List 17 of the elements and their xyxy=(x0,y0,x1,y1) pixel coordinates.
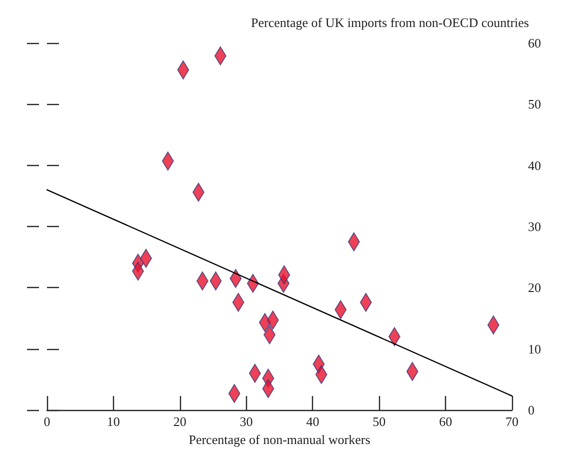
x-tick-label: 60 xyxy=(439,414,452,429)
x-tick-label: 30 xyxy=(240,414,253,429)
y-tick-label: 10 xyxy=(528,341,541,356)
x-tick-label: 20 xyxy=(173,414,186,429)
x-tick-label: 0 xyxy=(44,414,50,429)
x-tick-label: 10 xyxy=(106,414,120,429)
y-tick-label: 20 xyxy=(528,280,541,296)
y-tick-label: 0 xyxy=(528,402,534,418)
x-tick-label: 70 xyxy=(506,414,518,429)
x-tick-label: 40 xyxy=(306,414,320,429)
y-tick-label: 30 xyxy=(528,219,541,234)
y-tick-label: 50 xyxy=(528,96,541,112)
y-tick-label: 40 xyxy=(528,158,541,173)
x-tick-label: 50 xyxy=(372,414,386,429)
y-tick-label: 60 xyxy=(528,36,541,50)
x-axis-title: Percentage of non-manual workers xyxy=(188,432,370,447)
y-axis-title: Percentage of UK imports from non-OECD countries xyxy=(251,15,529,30)
